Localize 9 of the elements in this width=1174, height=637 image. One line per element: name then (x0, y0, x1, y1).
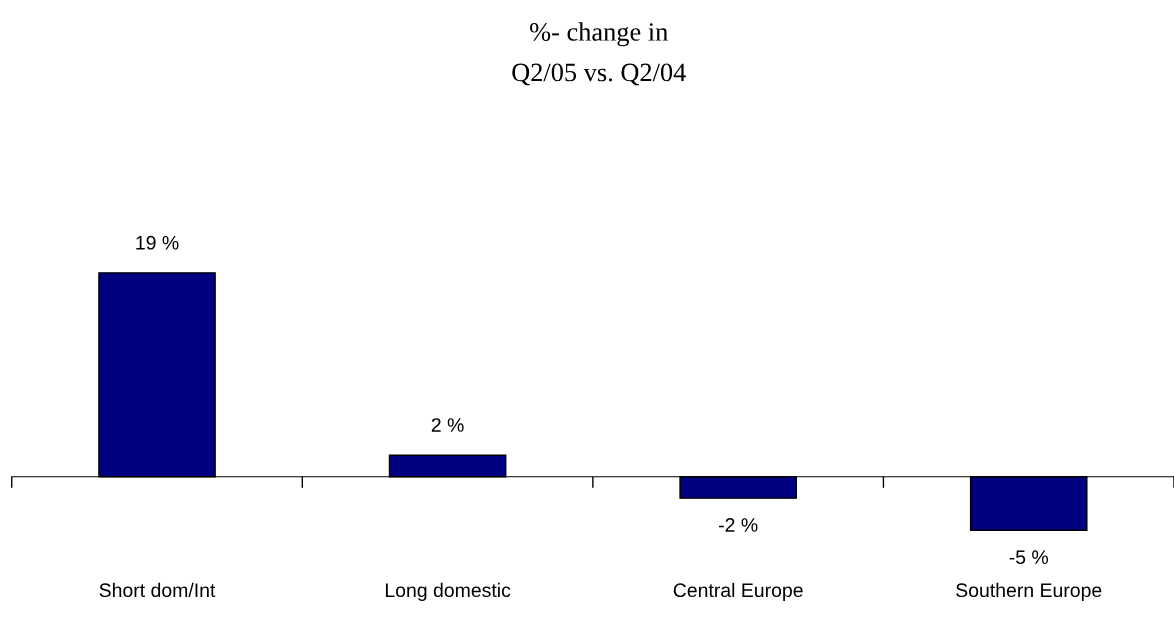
data-label: 19 % (136, 235, 179, 250)
data-label: 2 % (431, 418, 464, 432)
chart-title: %- change in Q2/05 vs. Q2/04 (512, 22, 686, 86)
x-tick-label: Short dom/Int (99, 582, 216, 598)
x-tick-label: Long domestic (385, 582, 511, 601)
x-tick-label: Southern Europe (956, 582, 1102, 601)
data-label: -5 % (1009, 550, 1049, 565)
data-label: -2 % (719, 518, 758, 532)
x-tick-label: Central Europe (673, 582, 803, 601)
